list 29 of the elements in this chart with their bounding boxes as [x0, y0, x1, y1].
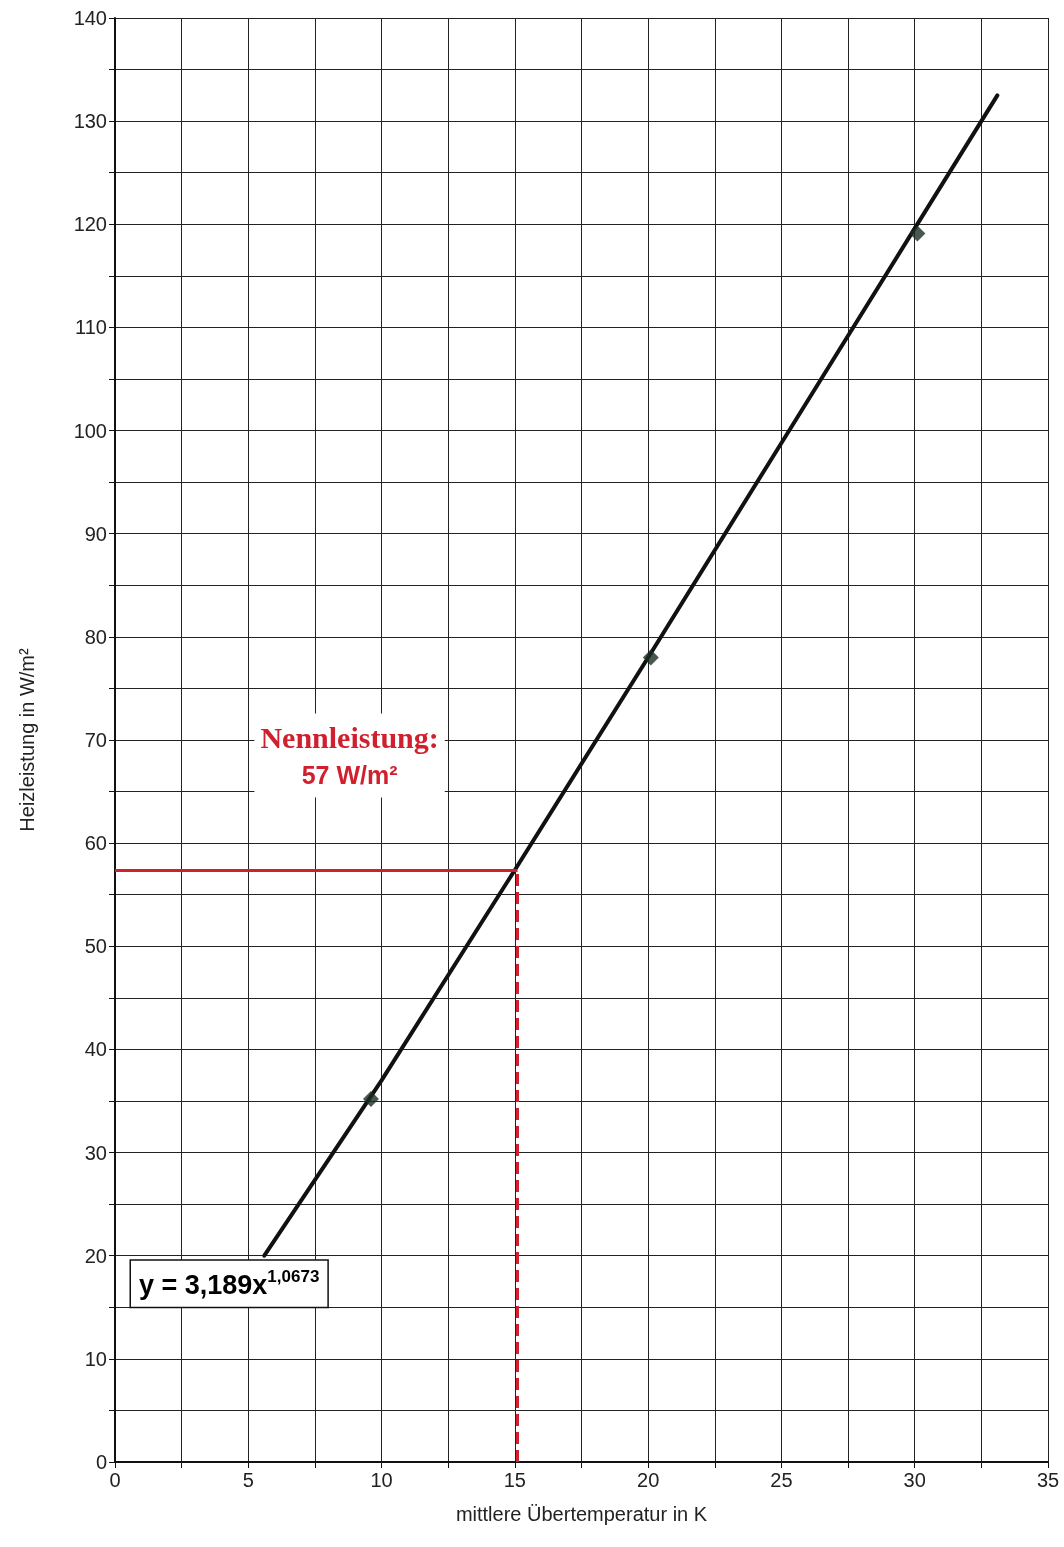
y-tick-label: 0 [95, 1451, 107, 1473]
annotation: Nennleistung: 57 W/m² [260, 720, 439, 790]
y-tick-label: 120 [73, 213, 107, 236]
y-tick-label: 90 [84, 522, 107, 545]
x-tick-label: 20 [637, 1469, 660, 1491]
point [642, 649, 659, 666]
y-tick-label: 140 [73, 7, 107, 29]
y-tick-label: 20 [84, 1244, 107, 1267]
x-tick-label: 35 [1036, 1469, 1060, 1491]
y-tick-label: 100 [73, 419, 107, 442]
x-tick-label: 30 [903, 1469, 926, 1491]
x-tick-label: 25 [770, 1469, 793, 1491]
x-axis-title: mittlere Übertemperatur in K [455, 1503, 708, 1525]
y-tick-label: 30 [84, 1141, 107, 1164]
x-tick-label: 15 [503, 1469, 526, 1491]
point [909, 225, 926, 242]
y-tick-label: 80 [84, 625, 107, 648]
y-tick-label: 130 [73, 110, 107, 133]
x-tick-label: 10 [370, 1469, 393, 1491]
y-tick-label: 60 [84, 832, 107, 855]
y-axis-title: Heizleistung in W/m² [16, 647, 38, 832]
x-tick-label: 0 [109, 1469, 121, 1491]
point [362, 1090, 379, 1107]
y-tick-label: 110 [75, 316, 107, 339]
y-tick-label: 10 [84, 1347, 107, 1370]
y-tick-label: 70 [84, 729, 107, 751]
y-tick-label: 40 [84, 1038, 107, 1061]
y-tick-label: 50 [84, 935, 107, 958]
x-tick-label: 5 [242, 1469, 254, 1491]
